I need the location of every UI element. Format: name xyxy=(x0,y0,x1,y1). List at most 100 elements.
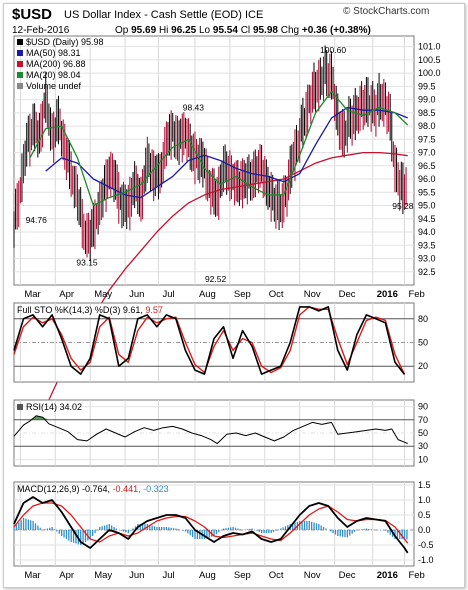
price-xtick-label: Dec xyxy=(339,289,356,300)
price-legend-entry: MA(20) 98.04 xyxy=(26,70,81,80)
macd-xtick-label: Aug xyxy=(199,570,216,581)
macd-histogram-bar xyxy=(108,524,110,530)
macd-histogram-bar xyxy=(315,523,318,530)
macd-histogram-bar xyxy=(341,530,344,537)
ma50-line xyxy=(45,106,408,199)
macd-histogram-bar xyxy=(246,529,249,530)
macd-histogram-bar xyxy=(294,522,296,530)
macd-histogram-bar xyxy=(320,525,322,530)
macd-histogram-bar xyxy=(232,527,234,530)
macd-histogram-bar xyxy=(194,530,196,539)
rsi-ytick-label: 90 xyxy=(418,402,428,412)
price-panel-frame xyxy=(13,35,415,286)
macd-histogram-bar xyxy=(237,528,239,530)
macd-histogram-bar xyxy=(251,528,253,530)
macd-signal-line xyxy=(13,502,409,544)
price-annotation: 95.28 xyxy=(392,201,414,211)
macd-histogram-bar xyxy=(187,530,189,534)
macd-ytick-label: 0.0 xyxy=(418,525,431,535)
macd-histogram-bar xyxy=(153,526,156,530)
macd-histogram-bar xyxy=(127,530,129,533)
macd-histogram-bar xyxy=(20,520,22,530)
price-xtick-label: Mar xyxy=(24,289,40,300)
macd-xtick-label: May xyxy=(94,570,112,581)
legend-swatch xyxy=(17,39,23,45)
price-xtick-label: Feb xyxy=(408,289,424,300)
macd-histogram-bar xyxy=(115,528,118,530)
macd-histogram-bar xyxy=(51,527,53,530)
macd-histogram-bar xyxy=(208,530,210,538)
price-ytick-label: 94.5 xyxy=(418,214,436,224)
macd-histogram-bar xyxy=(15,524,18,530)
macd-histogram-bar xyxy=(99,527,101,530)
macd-histogram-bar xyxy=(89,530,91,539)
macd-histogram-bar xyxy=(332,530,334,533)
price-annotation: 93.15 xyxy=(76,258,98,268)
rsi-legend-swatch xyxy=(17,404,23,410)
macd-histogram-bar xyxy=(163,527,165,530)
legend-swatch xyxy=(17,72,23,78)
legend-swatch xyxy=(17,83,23,89)
macd-histogram-bar xyxy=(106,524,108,530)
macd-histogram-bar xyxy=(25,518,27,530)
macd-histogram-bar xyxy=(272,530,275,532)
stoch-d-value: 9.57 xyxy=(145,305,163,315)
macd-histogram-bar xyxy=(215,530,218,535)
macd-histogram-bar xyxy=(53,529,56,530)
macd-histogram-bar xyxy=(156,527,158,530)
macd-histogram-bar xyxy=(261,530,263,533)
macd-ytick-label: 1.0 xyxy=(418,495,431,505)
macd-histogram-bar xyxy=(308,521,310,530)
macd-histogram-bar xyxy=(70,530,72,542)
macd-histogram-bar xyxy=(113,527,115,530)
price-ytick-label: 100.5 xyxy=(418,55,441,65)
price-annotation: 98.43 xyxy=(183,103,205,113)
price-annotation: 94.76 xyxy=(26,215,48,225)
macd-histogram-bar xyxy=(75,530,77,544)
price-ytick-label: 94.0 xyxy=(418,227,436,237)
price-ytick-label: 98.0 xyxy=(418,121,436,131)
macd-histogram-bar xyxy=(363,528,365,530)
macd-histogram-bar xyxy=(191,530,194,538)
price-annotation: 100.60 xyxy=(320,45,346,55)
price-ytick-label: 93.5 xyxy=(418,240,436,250)
macd-histogram-bar xyxy=(368,528,370,530)
macd-histogram-bar xyxy=(282,527,284,530)
macd-histogram-bar xyxy=(346,530,349,538)
price-xtick-label: Aug xyxy=(199,289,216,300)
macd-histogram-bar xyxy=(227,527,229,530)
macd-histogram-bar xyxy=(111,525,113,530)
macd-histogram-bar xyxy=(80,530,82,545)
macd-histogram-bar xyxy=(396,530,399,539)
rsi-ytick-label: 70 xyxy=(418,415,428,425)
price-ytick-label: 99.0 xyxy=(418,95,436,105)
price-xtick-label: Sep xyxy=(234,289,251,300)
price-ytick-label: 100.0 xyxy=(418,68,441,78)
macd-histogram-bar xyxy=(22,518,25,530)
macd-histogram-bar xyxy=(311,521,313,530)
macd-xtick-label: 2016 xyxy=(377,570,398,581)
macd-histogram-bar xyxy=(265,530,268,533)
macd-histogram-bar xyxy=(306,521,308,530)
macd-ytick-label: -1.0 xyxy=(418,555,434,565)
macd-histogram-bar xyxy=(182,530,184,531)
macd-histogram-bar xyxy=(172,528,175,530)
price-xtick-label: Oct xyxy=(269,289,284,300)
macd-histogram-bar xyxy=(284,526,287,530)
price-xtick-label: Apr xyxy=(59,289,74,300)
macd-histogram-bar xyxy=(32,521,34,530)
macd-xtick-label: Feb xyxy=(408,570,424,581)
macd-histogram-bar xyxy=(263,530,265,533)
macd-histogram-bar xyxy=(120,530,122,531)
macd-histogram-bar xyxy=(165,527,168,530)
macd-xtick-label: Dec xyxy=(339,570,356,581)
macd-histogram-bar xyxy=(303,521,306,530)
macd-histogram-bar xyxy=(225,528,227,530)
macd-signal-value: -0.441, xyxy=(113,484,144,494)
stoch-k-line xyxy=(13,306,406,375)
price-xtick-label: Jun xyxy=(129,289,144,300)
macd-histogram-bar xyxy=(280,528,282,530)
price-ytick-label: 92.5 xyxy=(418,267,436,277)
price-xtick-label: 2016 xyxy=(377,289,398,300)
low-value: 95.54 xyxy=(212,25,238,36)
